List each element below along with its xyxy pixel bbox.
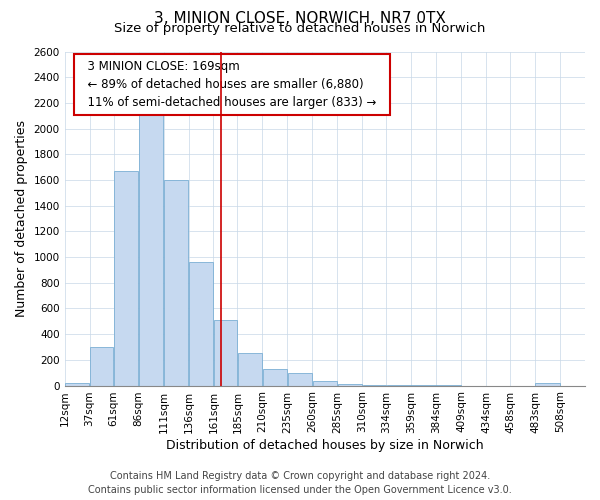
Text: Size of property relative to detached houses in Norwich: Size of property relative to detached ho… — [115, 22, 485, 35]
Bar — [90, 347, 113, 386]
Bar — [164, 180, 188, 386]
Bar — [238, 353, 262, 386]
Bar — [139, 112, 163, 386]
Bar — [214, 320, 237, 386]
Text: Contains HM Land Registry data © Crown copyright and database right 2024.
Contai: Contains HM Land Registry data © Crown c… — [88, 471, 512, 495]
X-axis label: Distribution of detached houses by size in Norwich: Distribution of detached houses by size … — [166, 440, 484, 452]
Bar — [362, 385, 386, 386]
Bar — [114, 171, 139, 386]
Bar — [189, 262, 213, 386]
Y-axis label: Number of detached properties: Number of detached properties — [15, 120, 28, 317]
Bar — [263, 369, 287, 386]
Bar — [65, 383, 89, 386]
Text: 3 MINION CLOSE: 169sqm
  ← 89% of detached houses are smaller (6,880)
  11% of s: 3 MINION CLOSE: 169sqm ← 89% of detached… — [80, 60, 384, 109]
Text: 3, MINION CLOSE, NORWICH, NR7 0TX: 3, MINION CLOSE, NORWICH, NR7 0TX — [154, 11, 446, 26]
Bar — [338, 384, 362, 386]
Bar — [535, 383, 560, 386]
Bar — [313, 381, 337, 386]
Bar — [287, 372, 312, 386]
